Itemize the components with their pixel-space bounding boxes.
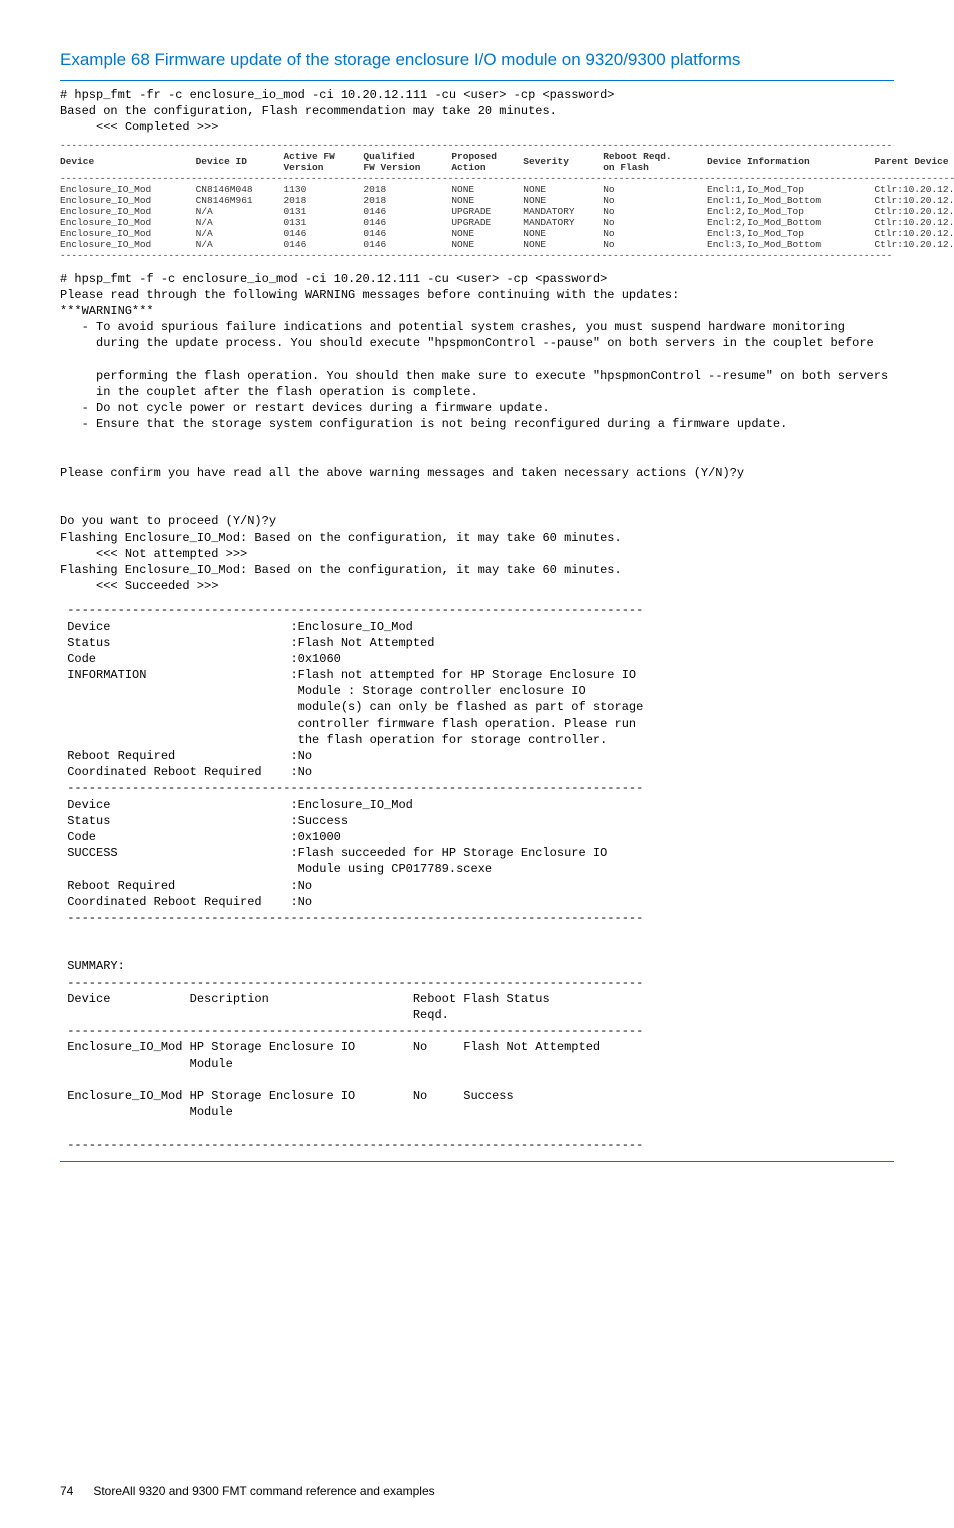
table-cell: Enclosure_IO_Mod	[60, 228, 196, 239]
table-cell: Encl:2,Io_Mod_Bottom	[707, 217, 874, 228]
table-cell: Encl:1,Io_Mod_Top	[707, 184, 874, 195]
table-header: ProposedAction	[451, 151, 523, 173]
cmd1-line1: # hpsp_fmt -fr -c enclosure_io_mod -ci 1…	[60, 88, 615, 102]
table-cell: 2018	[283, 195, 363, 206]
table-cell: Enclosure_IO_Mod	[60, 217, 196, 228]
table-cell: No	[603, 184, 707, 195]
table-cell: CN8146M048	[196, 184, 284, 195]
table-cell: Enclosure_IO_Mod	[60, 184, 196, 195]
page-footer: 74 StoreAll 9320 and 9300 FMT command re…	[60, 1464, 894, 1498]
table-cell: 0131	[283, 206, 363, 217]
table-cell: Enclosure_IO_Mod	[60, 195, 196, 206]
table-cell: Encl:3,Io_Mod_Bottom	[707, 239, 874, 250]
table-header: Parent Device ID	[874, 151, 954, 173]
dashline-mid: ----------------------------------------…	[60, 173, 954, 184]
table-cell: Encl:3,Io_Mod_Top	[707, 228, 874, 239]
table-header: QualifiedFW Version	[363, 151, 451, 173]
table-cell: N/A	[196, 228, 284, 239]
cmd1-line3: <<< Completed >>>	[60, 120, 218, 134]
example-heading: Example 68 Firmware update of the storag…	[60, 50, 894, 70]
table-cell: Enclosure_IO_Mod	[60, 239, 196, 250]
table-cell: N/A	[196, 239, 284, 250]
table-cell: No	[603, 228, 707, 239]
warning-block: # hpsp_fmt -f -c enclosure_io_mod -ci 10…	[60, 267, 894, 599]
dashline-bottom: ----------------------------------------…	[60, 250, 894, 261]
table-row: Enclosure_IO_ModCN8146M04811302018NONENO…	[60, 184, 954, 195]
command-block-1: # hpsp_fmt -fr -c enclosure_io_mod -ci 1…	[60, 83, 894, 140]
table-cell: NONE	[451, 195, 523, 206]
table-cell: No	[603, 206, 707, 217]
table-cell: CN8146M961	[196, 195, 284, 206]
table-cell: 0146	[363, 217, 451, 228]
footer-title: StoreAll 9320 and 9300 FMT command refer…	[93, 1484, 434, 1498]
table-cell: No	[603, 217, 707, 228]
table-cell: Ctlr:10.20.12.111	[874, 206, 954, 217]
table-cell: Ctlr:10.20.12.111	[874, 184, 954, 195]
table-cell: N/A	[196, 217, 284, 228]
table-cell: Enclosure_IO_Mod	[60, 206, 196, 217]
table-cell: No	[603, 239, 707, 250]
table-cell: 1130	[283, 184, 363, 195]
table-cell: NONE	[451, 228, 523, 239]
table-cell: 0131	[283, 217, 363, 228]
table-cell: 0146	[283, 239, 363, 250]
table-header: Device	[60, 151, 196, 173]
table-cell: UPGRADE	[451, 206, 523, 217]
table-cell: NONE	[523, 239, 603, 250]
table-cell: MANDATORY	[523, 217, 603, 228]
table-header: Active FWVersion	[283, 151, 363, 173]
table-cell: Ctlr:10.20.12.111	[874, 239, 954, 250]
table-cell: 2018	[363, 184, 451, 195]
page-number: 74	[60, 1484, 90, 1498]
table-cell: Ctlr:10.20.12.111	[874, 228, 954, 239]
table-cell: NONE	[523, 184, 603, 195]
table-cell: NONE	[451, 239, 523, 250]
table-header: Severity	[523, 151, 603, 173]
table-cell: UPGRADE	[451, 217, 523, 228]
table-header: Reboot Reqd.on Flash	[603, 151, 707, 173]
dashline-top: ----------------------------------------…	[60, 140, 894, 151]
table-cell: NONE	[523, 195, 603, 206]
table-cell: 0146	[363, 206, 451, 217]
table-cell: No	[603, 195, 707, 206]
table-cell: MANDATORY	[523, 206, 603, 217]
table-cell: 0146	[363, 228, 451, 239]
table-cell: 0146	[283, 228, 363, 239]
table-cell: NONE	[523, 228, 603, 239]
cmd1-line2: Based on the configuration, Flash recomm…	[60, 104, 557, 118]
table-cell: Ctlr:10.20.12.111	[874, 217, 954, 228]
table-row: Enclosure_IO_ModN/A01460146NONENONENoEnc…	[60, 228, 954, 239]
bottom-rule	[60, 1161, 894, 1162]
table-cell: Ctlr:10.20.12.111	[874, 195, 954, 206]
table-cell: Encl:2,Io_Mod_Top	[707, 206, 874, 217]
table-cell: Encl:1,Io_Mod_Bottom	[707, 195, 874, 206]
firmware-table: ----------------------------------------…	[60, 140, 894, 261]
top-rule	[60, 80, 894, 81]
table-cell: N/A	[196, 206, 284, 217]
table-cell: 0146	[363, 239, 451, 250]
table-cell: 2018	[363, 195, 451, 206]
table-row: Enclosure_IO_ModCN8146M96120182018NONENO…	[60, 195, 954, 206]
table-row: Enclosure_IO_ModN/A01310146UPGRADEMANDAT…	[60, 217, 954, 228]
table-cell: NONE	[451, 184, 523, 195]
table-header: Device ID	[196, 151, 284, 173]
table-row: Enclosure_IO_ModN/A01310146UPGRADEMANDAT…	[60, 206, 954, 217]
status-summary-block: ----------------------------------------…	[60, 598, 894, 1156]
table-row: Enclosure_IO_ModN/A01460146NONENONENoEnc…	[60, 239, 954, 250]
table-header: Device Information	[707, 151, 874, 173]
